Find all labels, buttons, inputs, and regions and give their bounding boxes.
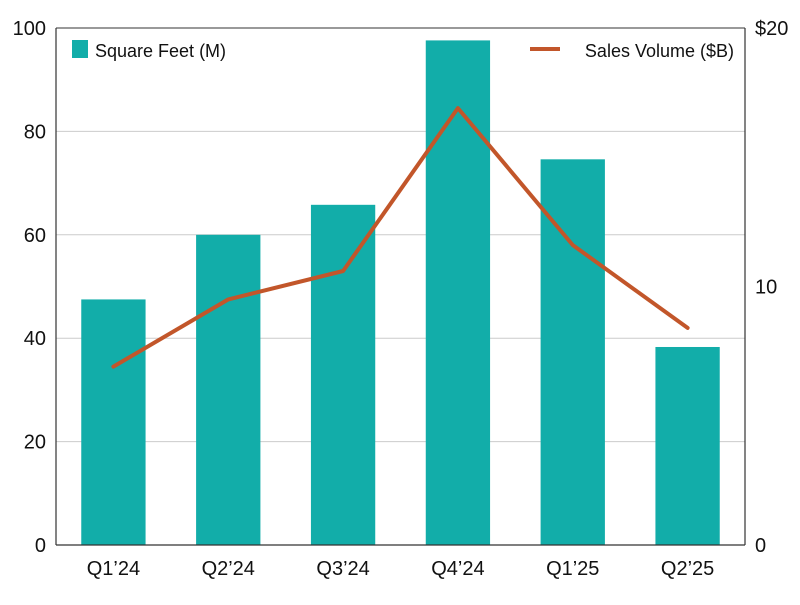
y-left-tick-label: 0 <box>35 535 46 557</box>
tick-labels: 0 20 40 60 80 100 0 10 $20 Q1’24 Q2’24 Q3’24 Q4’24 Q1… <box>13 18 789 580</box>
bar-series <box>81 40 720 546</box>
bar-square-feet <box>540 159 605 545</box>
legend-bar-swatch <box>72 40 88 58</box>
x-tick-label: Q4’24 <box>431 558 484 580</box>
x-tick-label: Q2’25 <box>661 558 714 580</box>
x-tick-label: Q3’24 <box>316 558 369 580</box>
legend-label-square-feet: Square Feet (M) <box>95 41 226 61</box>
bar-square-feet <box>81 299 146 545</box>
bar-square-feet <box>655 346 720 545</box>
gridlines <box>56 130 745 443</box>
y-right-tick-label: 0 <box>755 535 766 557</box>
y-left-tick-label: 100 <box>13 18 46 40</box>
y-left-tick-label: 80 <box>24 121 46 143</box>
line-series <box>111 106 690 369</box>
axes <box>55 27 746 546</box>
y-left-tick-label: 60 <box>24 225 46 247</box>
y-right-tick-label: 10 <box>755 277 777 299</box>
legend-label-sales-volume: Sales Volume ($B) <box>585 41 734 61</box>
bar-square-feet <box>196 234 261 546</box>
x-tick-label: Q1’24 <box>87 558 140 580</box>
x-tick-label: Q2’24 <box>202 558 255 580</box>
bar-square-feet <box>310 204 376 545</box>
line-sales-volume <box>111 106 690 369</box>
legend-square-feet: Square Feet (M) <box>72 40 226 61</box>
bar-square-feet <box>425 40 491 546</box>
y-left-tick-label: 20 <box>24 432 46 454</box>
x-tick-label: Q1’25 <box>546 558 599 580</box>
legend-sales-volume: Sales Volume ($B) <box>530 41 734 61</box>
y-left-tick-label: 40 <box>24 328 46 350</box>
y-right-tick-label: $20 <box>755 18 788 40</box>
